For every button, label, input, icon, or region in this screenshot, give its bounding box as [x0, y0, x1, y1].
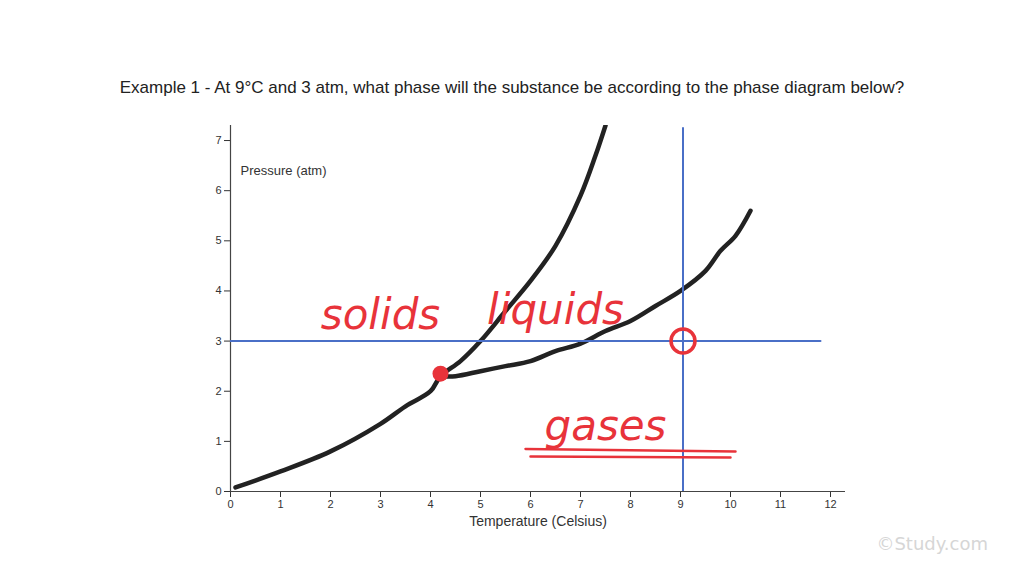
svg-text:11: 11: [775, 498, 786, 510]
svg-text:6: 6: [527, 498, 533, 510]
svg-text:5: 5: [215, 234, 221, 246]
svg-text:1: 1: [215, 435, 221, 447]
svg-text:7: 7: [577, 498, 583, 510]
svg-text:4: 4: [215, 284, 221, 296]
svg-text:5: 5: [477, 498, 483, 510]
svg-text:7: 7: [215, 134, 221, 146]
svg-text:liquids: liquids: [487, 285, 624, 334]
svg-text:2: 2: [215, 385, 221, 397]
svg-text:3: 3: [215, 335, 221, 347]
svg-text:Pressure (atm): Pressure (atm): [241, 163, 327, 178]
svg-text:0: 0: [227, 498, 233, 510]
svg-text:Temperature (Celsius): Temperature (Celsius): [469, 513, 607, 529]
html-text:©Study.com: ©Study.com: [876, 533, 988, 554]
svg-text:12: 12: [824, 498, 836, 510]
svg-text:3: 3: [377, 498, 383, 510]
svg-text:9: 9: [677, 498, 683, 510]
svg-text:10: 10: [724, 498, 736, 510]
svg-text:solids: solids: [321, 290, 440, 339]
svg-text:6: 6: [215, 184, 221, 196]
svg-text:0: 0: [215, 485, 221, 497]
html-text:Example 1 - At 9°C and 3 atm,: Example 1 - At 9°C and 3 atm, what phase…: [119, 78, 905, 97]
svg-text:4: 4: [427, 498, 433, 510]
svg-text:2: 2: [327, 498, 333, 510]
svg-text:8: 8: [627, 498, 633, 510]
svg-text:1: 1: [277, 498, 283, 510]
svg-text:gases: gases: [544, 401, 666, 450]
